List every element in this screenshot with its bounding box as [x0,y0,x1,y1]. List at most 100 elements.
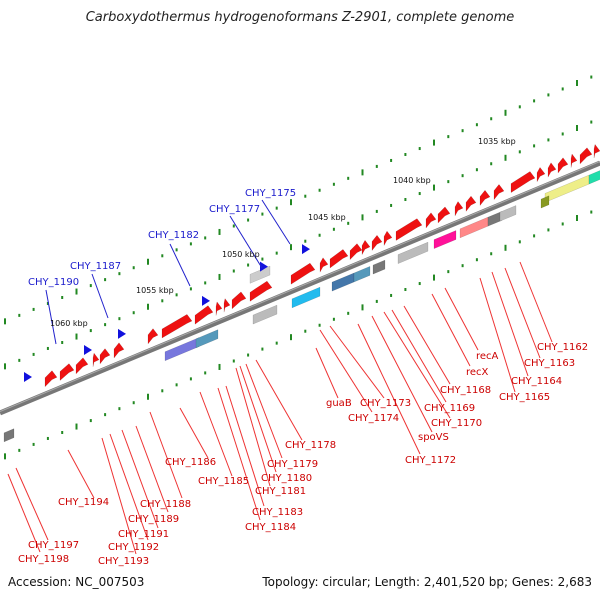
tick-mark [547,93,550,97]
tick-mark [304,194,307,198]
tick-mark [232,224,235,228]
tick-mark [375,209,378,213]
tick-mark [247,218,250,222]
gene-reverse-marker [24,372,32,382]
gene-features [3,143,600,443]
tick-mark [247,263,250,267]
gene-forward [493,184,505,201]
gene-label-chy-1191[interactable]: CHY_1191 [118,529,169,540]
tick-mark [175,383,178,387]
leader-line [444,287,479,351]
gene-label-chy-1178[interactable]: CHY_1178 [285,440,336,451]
gene-label-chy-1180[interactable]: CHY_1180 [261,473,312,484]
gene-forward [570,153,578,168]
gene-label-chy-1193[interactable]: CHY_1193 [98,556,149,567]
gene-forward [371,234,383,252]
tick-mark [561,222,564,226]
tick-mark [290,199,292,206]
leader-line [225,385,265,507]
tick-mark [75,423,78,430]
gene-forward [465,195,477,213]
gene-label-chy-1163[interactable]: CHY_1163 [524,358,575,369]
leader-line [315,347,339,399]
gene-label-chy-1198[interactable]: CHY_1198 [18,554,69,565]
tick-mark [361,304,364,311]
tick-mark [61,341,64,344]
gene-label-chy-1170[interactable]: CHY_1170 [431,418,482,429]
leader-line [261,199,291,245]
gene-label-chy-1188[interactable]: CHY_1188 [140,499,191,510]
kbp-label-1055: 1055 kbp [136,286,174,295]
tick-mark [461,264,464,268]
tick-mark [46,301,49,305]
tick-mark [89,329,92,333]
gene-label-chy-1172[interactable]: CHY_1172 [405,455,456,466]
gene-label-chy-1184[interactable]: CHY_1184 [245,522,296,533]
gene-forward [194,305,214,325]
gene-forward [395,218,423,241]
tick-mark [261,347,264,351]
leader-line [504,267,541,359]
genome-backbone-highlight [0,161,600,412]
tick-mark [175,248,178,252]
leader-line [217,387,261,521]
leader-line [431,293,471,367]
gene-label-chy-1165[interactable]: CHY_1165 [499,392,550,403]
gene-reverse-marker [118,328,126,339]
gene-label-chy-1173[interactable]: CHY_1173 [360,398,411,409]
gene-forward [215,301,223,316]
gene-label-chy-1197[interactable]: CHY_1197 [28,540,79,551]
tick-mark [318,233,321,237]
tick-mark [433,274,435,281]
gene-label-chy-1169[interactable]: CHY_1169 [424,403,475,414]
tick-mark [4,318,6,325]
gene-label-chy-1181[interactable]: CHY_1181 [255,486,306,497]
gene-band-blue [195,329,219,349]
gene-label-chy-1186[interactable]: CHY_1186 [165,457,216,468]
leader-line [199,391,233,477]
tick-mark [132,266,135,270]
gene-band-olive [540,195,550,209]
tick-mark [375,299,378,303]
gene-label-chy-1168[interactable]: CHY_1168 [440,385,491,396]
gene-label-chy-1189[interactable]: CHY_1189 [128,514,179,525]
gene-forward [161,314,193,339]
gene-label-chy-1194[interactable]: CHY_1194 [58,497,109,508]
gene-label-chy-1187[interactable]: CHY_1187 [70,261,121,272]
tick-mark [533,99,536,103]
gene-forward [593,143,600,159]
gene-label-chy-1177[interactable]: CHY_1177 [209,204,260,215]
gene-label-chy-1162[interactable]: CHY_1162 [537,342,588,353]
gene-label-chy-1175[interactable]: CHY_1175 [245,188,296,199]
gene-reverse-marker [260,261,268,272]
leader-line [135,425,169,513]
gene-forward [92,352,100,367]
gene-label-chy-1179[interactable]: CHY_1179 [267,459,318,470]
gene-label-chy-1190[interactable]: CHY_1190 [28,277,79,288]
tick-mark [218,273,221,280]
gene-label-guab[interactable]: guaB [326,398,352,409]
gene-label-chy-1164[interactable]: CHY_1164 [511,376,562,387]
gene-label-chy-1182[interactable]: CHY_1182 [148,230,199,241]
leader-line [319,329,373,413]
gene-band-darkgray [372,259,386,275]
tick-mark [104,323,107,327]
leader-line [519,261,553,343]
tick-mark [332,317,335,321]
tick-mark [75,288,78,295]
tick-mark [418,147,421,151]
leader-line [45,289,57,345]
gene-label-chy-1192[interactable]: CHY_1192 [108,542,159,553]
gene-forward [44,370,58,388]
gene-label-chy-1174[interactable]: CHY_1174 [348,413,399,424]
tick-mark [590,75,593,79]
gene-label-spovs[interactable]: spoVS [418,432,449,443]
tick-mark [4,453,6,460]
leader-line [229,215,263,269]
gene-label-chy-1185[interactable]: CHY_1185 [198,476,249,487]
gene-forward [113,342,125,359]
gene-label-recx[interactable]: recX [466,367,489,378]
gene-label-chy-1183[interactable]: CHY_1183 [252,507,303,518]
topology-text: Topology: circular; Length: 2,401,520 bp… [262,575,592,589]
gene-label-reca[interactable]: recA [476,351,499,362]
